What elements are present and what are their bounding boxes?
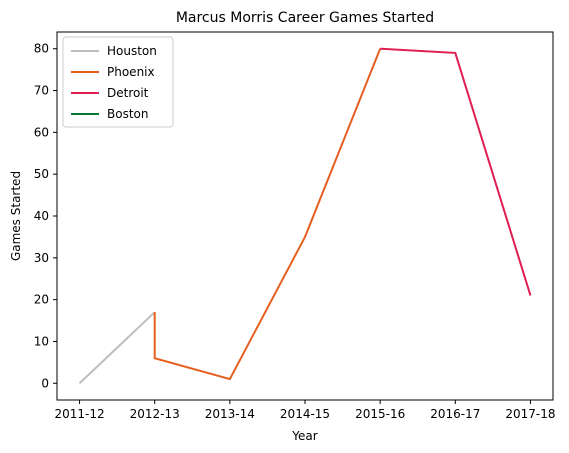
legend-label-phoenix: Phoenix — [107, 65, 155, 79]
series-line-houston — [78, 311, 156, 384]
y-axis: 0 10 20 30 40 50 60 70 80 — [34, 42, 57, 390]
legend: Houston Phoenix Detroit Boston — [62, 36, 174, 128]
legend-label-detroit: Detroit — [107, 86, 149, 100]
series-line-detroit — [380, 47, 532, 296]
y-tick-label: 70 — [34, 84, 49, 98]
x-tick-label: 2011-12 — [54, 407, 104, 421]
y-tick-label: 40 — [34, 209, 49, 223]
series-line-phoenix — [153, 48, 382, 381]
legend-label-houston: Houston — [107, 44, 157, 58]
y-tick-label: 60 — [34, 125, 49, 139]
y-tick-label: 0 — [41, 376, 49, 390]
y-tick-label: 80 — [34, 42, 49, 56]
x-tick-label: 2016-17 — [430, 407, 480, 421]
y-axis-label: Games Started — [9, 171, 23, 261]
plot-area — [78, 47, 532, 384]
legend-label-boston: Boston — [107, 107, 148, 121]
y-tick-label: 20 — [34, 293, 49, 307]
x-tick-label: 2013-14 — [205, 407, 255, 421]
y-tick-label: 10 — [34, 334, 49, 348]
y-tick-label: 30 — [34, 251, 49, 265]
legend-box — [62, 36, 174, 128]
x-axis-label: Year — [291, 429, 317, 443]
x-axis: 2011-12 2012-13 2013-14 2014-15 2015-16 2016-… — [54, 400, 556, 421]
x-tick-label: 2012-13 — [130, 407, 180, 421]
x-tick-label: 2015-16 — [355, 407, 405, 421]
x-tick-label: 2017-18 — [505, 407, 555, 421]
y-tick-label: 50 — [34, 167, 49, 181]
chart-title: Marcus Morris Career Games Started — [176, 10, 434, 26]
x-tick-label: 2014-15 — [280, 407, 330, 421]
